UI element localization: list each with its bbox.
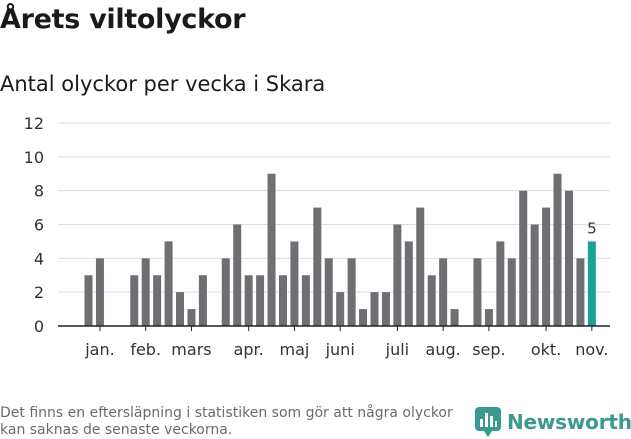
bar [519, 190, 528, 326]
y-tick-label: 10 [24, 148, 44, 167]
bar [233, 224, 242, 326]
x-tick-label: sep. [472, 340, 505, 359]
bar [301, 275, 310, 326]
bar [95, 258, 104, 326]
bar [336, 292, 345, 326]
y-tick-label: 4 [34, 249, 44, 268]
y-tick-label: 0 [34, 317, 44, 336]
bar [542, 207, 551, 326]
bar [370, 292, 379, 326]
bar [381, 292, 390, 326]
x-tick-label: jan. [84, 340, 114, 359]
bar [450, 309, 459, 326]
highlight-bar [587, 241, 596, 326]
bar [221, 258, 230, 326]
footnote: Det finns en eftersläpning i statistiken… [0, 405, 453, 438]
bar [244, 275, 253, 326]
bar [324, 258, 333, 326]
data-label: 5 [587, 219, 597, 237]
x-tick-label: okt. [531, 340, 561, 359]
bar [153, 275, 162, 326]
x-tick-label: aug. [426, 340, 461, 359]
x-tick-label: maj [279, 340, 309, 359]
newsworthy-logo-icon [475, 407, 501, 437]
bar [576, 258, 585, 326]
bar [130, 275, 139, 326]
x-tick-label: feb. [130, 340, 161, 359]
bar [427, 275, 436, 326]
bar [84, 275, 93, 326]
brand: Newsworthy [475, 407, 631, 437]
bar [416, 207, 425, 326]
x-tick-label: apr. [234, 340, 264, 359]
y-tick-label: 12 [24, 114, 44, 133]
y-tick-label: 2 [34, 283, 44, 302]
bar [393, 224, 402, 326]
x-tick-label: mars [171, 340, 211, 359]
bar [313, 207, 322, 326]
chart-title: Årets viltolyckor [0, 4, 246, 35]
y-tick-label: 6 [34, 216, 44, 235]
bar [564, 190, 573, 326]
bar [198, 275, 207, 326]
bar-chart: 0 2 4 6 8 10 12 5 jan. feb. mars apr. maj juni juli aug… [24, 114, 610, 359]
x-tick-label: nov. [575, 340, 608, 359]
bar [187, 309, 196, 326]
bar [278, 275, 287, 326]
bar [141, 258, 150, 326]
bar [439, 258, 448, 326]
bar [290, 241, 299, 326]
chart-subtitle: Antal olyckor per vecka i Skara [0, 72, 326, 96]
bar [176, 292, 185, 326]
bar [256, 275, 265, 326]
y-tick-label: 8 [34, 182, 44, 201]
bar [347, 258, 356, 326]
brand-name: Newsworthy [507, 410, 631, 434]
bar [404, 241, 413, 326]
bar [496, 241, 505, 326]
x-tick-label: juni [325, 340, 355, 359]
bar [267, 173, 276, 326]
bar [530, 224, 539, 326]
bar [553, 173, 562, 326]
bar [507, 258, 516, 326]
bar [359, 309, 368, 326]
bar [484, 309, 493, 326]
x-tick-label: juli [385, 340, 409, 359]
bar [164, 241, 173, 326]
bar [473, 258, 482, 326]
